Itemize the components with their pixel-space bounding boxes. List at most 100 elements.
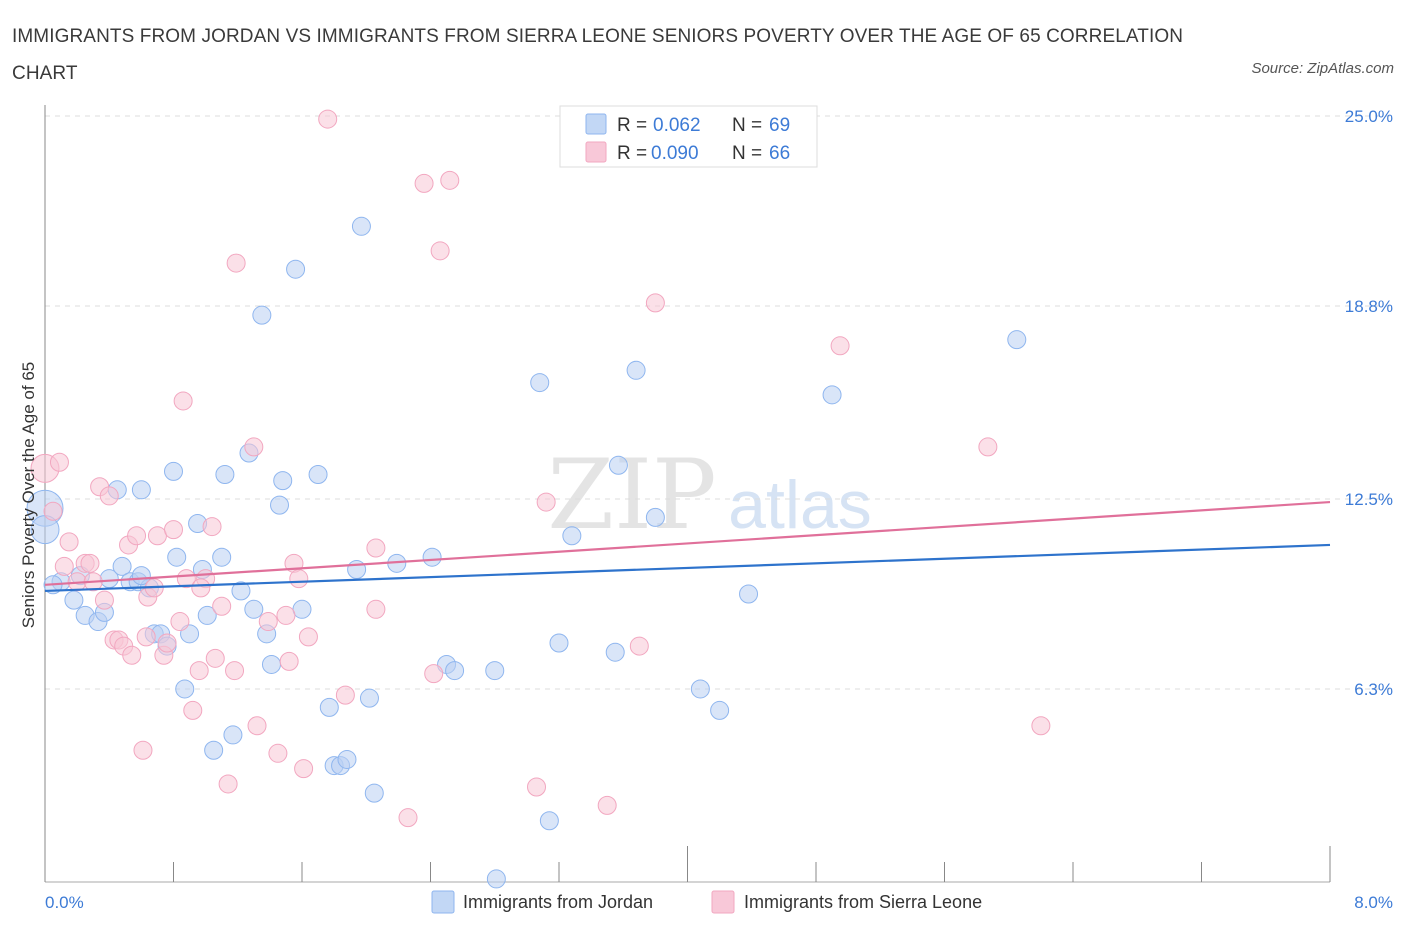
sierra-point: [94, 590, 114, 610]
stats-sierra-r: 0.090: [651, 143, 699, 164]
sierra-point: [226, 253, 246, 273]
sierra-point: [157, 633, 177, 653]
jordan-point: [231, 581, 251, 601]
sierra-point: [440, 170, 460, 190]
y-tick-label: 12.5%: [1345, 490, 1393, 509]
jordan-point: [252, 305, 272, 325]
jordan-point: [167, 547, 187, 567]
x-axis-ticks: [44, 846, 1331, 882]
jordan-point: [608, 455, 628, 475]
jordan-point: [261, 654, 281, 674]
sierra-point: [127, 526, 147, 546]
jordan-point: [223, 725, 243, 745]
jordan-point: [215, 464, 235, 484]
jordan-point: [273, 471, 293, 491]
sierra-point: [978, 437, 998, 457]
y-tick-label: 25.0%: [1345, 107, 1393, 126]
sierra-point: [80, 553, 100, 573]
sierra-point: [289, 569, 309, 589]
jordan-point: [270, 495, 290, 515]
trendline-jordan: [44, 543, 1331, 593]
jordan-point: [739, 584, 759, 604]
stats-sierra-r-label: R =: [617, 143, 647, 164]
source-label: Source: ZipAtlas.com: [1251, 60, 1394, 77]
sierra-point: [183, 700, 203, 720]
stats-sierra-n: 66: [769, 143, 790, 164]
sierra-point: [268, 743, 288, 763]
jordan-point: [204, 740, 224, 760]
sierra-point: [398, 808, 418, 828]
jordan-point: [690, 679, 710, 699]
sierra-point: [1031, 716, 1051, 736]
sierra-point: [318, 109, 338, 129]
sierra-point: [218, 774, 238, 794]
jordan-point: [319, 697, 339, 717]
sierra-point: [147, 526, 167, 546]
sierra-point: [189, 661, 209, 681]
jordan-point: [64, 590, 84, 610]
jordan-point: [359, 688, 379, 708]
jordan-point: [562, 526, 582, 546]
sierra-point: [170, 612, 190, 632]
jordan-point: [422, 547, 442, 567]
sierra-point: [258, 612, 278, 632]
x-tick-label-max: 8.0%: [1354, 893, 1393, 912]
jordan-point: [364, 783, 384, 803]
stats-jordan-swatch: [585, 113, 607, 135]
sierra-point: [173, 391, 193, 411]
jordan-point: [347, 559, 367, 579]
jordan-point: [197, 605, 217, 625]
y-tick-label: 18.8%: [1345, 297, 1393, 316]
sierra-point: [279, 651, 299, 671]
jordan-point: [539, 811, 559, 831]
sierra-point: [164, 520, 183, 540]
sierra-point: [830, 336, 850, 356]
sierra-point: [430, 241, 450, 261]
sierra-point: [49, 452, 69, 472]
sierra-point: [366, 599, 386, 619]
jordan-point: [530, 373, 550, 393]
sierra-point: [205, 648, 225, 668]
sierra-point: [136, 627, 156, 647]
jordan-point: [445, 661, 465, 681]
watermark-atlas: atlas: [728, 467, 872, 543]
chart-title: IMMIGRANTS FROM JORDAN VS IMMIGRANTS FRO…: [12, 26, 1184, 84]
jordan-point: [337, 749, 357, 769]
sierra-point: [54, 556, 74, 576]
sierra-point: [536, 492, 556, 512]
sierra-point: [645, 293, 665, 313]
legend-sierra-label: Immigrants from Sierra Leone: [744, 892, 982, 912]
sierra-point: [294, 759, 314, 779]
sierra-point: [225, 661, 245, 681]
sierra-point: [298, 627, 318, 647]
jordan-point: [212, 547, 232, 567]
sierra-point: [202, 517, 222, 537]
jordan-point: [351, 216, 371, 236]
sierra-point: [133, 740, 153, 760]
sierra-point: [247, 716, 267, 736]
series-sierra-points: [30, 109, 1051, 828]
stats-jordan-r: 0.062: [653, 115, 701, 136]
y-tick-label: 6.3%: [1354, 680, 1393, 699]
x-tick-label-min: 0.0%: [45, 893, 84, 912]
jordan-point: [605, 642, 625, 662]
stats-jordan-n-label: N =: [732, 115, 762, 136]
jordan-point: [292, 599, 312, 619]
jordan-point: [131, 566, 151, 586]
stats-sierra-swatch: [585, 141, 607, 163]
sierra-point: [212, 596, 232, 616]
stats-jordan-n: 69: [769, 115, 790, 136]
sierra-point: [122, 645, 142, 665]
sierra-point: [629, 636, 649, 656]
jordan-point: [131, 480, 151, 500]
legend: Immigrants from Jordan Immigrants from S…: [431, 890, 982, 914]
jordan-point: [286, 259, 306, 279]
sierra-point: [414, 173, 434, 193]
sierra-point: [244, 437, 264, 457]
sierra-point: [366, 538, 386, 558]
jordan-point: [485, 661, 505, 681]
stats-box: R = 0.062 N = 69 R = 0.090 N = 66: [559, 105, 818, 168]
series-jordan-points: [26, 216, 1027, 889]
jordan-point: [549, 633, 569, 653]
